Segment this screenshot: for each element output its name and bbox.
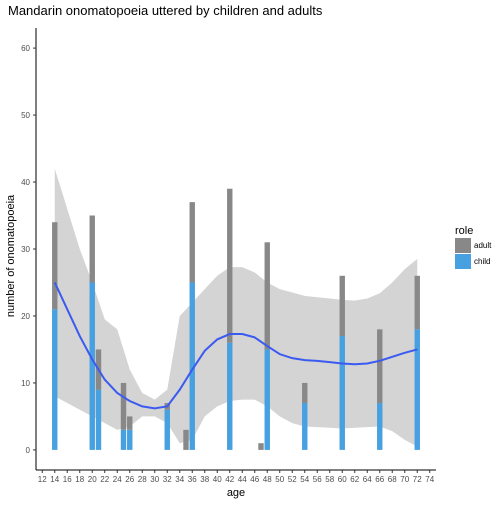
x-tick-label-52: 52 bbox=[288, 475, 297, 484]
y-tick-label-60: 60 bbox=[21, 44, 30, 53]
x-tick-label-74: 74 bbox=[425, 475, 434, 484]
x-tick-label-24: 24 bbox=[113, 475, 122, 484]
y-tick-label-40: 40 bbox=[21, 178, 30, 187]
bar-child-age-14 bbox=[52, 309, 58, 450]
bar-adult-age-60 bbox=[339, 275, 345, 337]
bar-child-age-66 bbox=[377, 403, 383, 450]
x-tick-label-56: 56 bbox=[313, 475, 322, 484]
legend-key-child bbox=[455, 254, 471, 269]
bar-child-age-60 bbox=[339, 336, 345, 450]
y-tick-label-50: 50 bbox=[21, 111, 30, 120]
bar-child-age-48 bbox=[264, 349, 270, 450]
x-tick-label-62: 62 bbox=[350, 475, 359, 484]
bar-adult-age-36 bbox=[189, 202, 195, 283]
x-tick-label-58: 58 bbox=[325, 475, 334, 484]
x-tick-label-12: 12 bbox=[38, 475, 47, 484]
x-axis-label: age bbox=[227, 487, 245, 499]
bar-adult-age-35 bbox=[183, 429, 189, 450]
x-tick-label-40: 40 bbox=[213, 475, 222, 484]
legend-title: role bbox=[455, 225, 473, 237]
bar-child-age-20 bbox=[89, 282, 95, 450]
x-tick-label-26: 26 bbox=[125, 475, 134, 484]
x-tick-label-32: 32 bbox=[163, 475, 172, 484]
bar-adult-age-42 bbox=[227, 188, 233, 343]
x-tick-label-36: 36 bbox=[188, 475, 197, 484]
x-tick-label-18: 18 bbox=[75, 475, 84, 484]
legend-label-adult: adult bbox=[474, 241, 492, 250]
y-axis-label: number of onomatopoeia bbox=[5, 194, 17, 317]
x-tick-label-22: 22 bbox=[100, 475, 109, 484]
x-tick-label-68: 68 bbox=[388, 475, 397, 484]
bar-child-age-36 bbox=[189, 282, 195, 450]
x-tick-label-42: 42 bbox=[225, 475, 234, 484]
bar-child-age-25 bbox=[120, 429, 127, 450]
bar-adult-age-66 bbox=[377, 329, 383, 404]
confidence-band bbox=[54, 168, 418, 447]
y-tick-label-10: 10 bbox=[21, 379, 30, 388]
x-tick-label-70: 70 bbox=[400, 475, 409, 484]
legend-key-adult bbox=[455, 238, 471, 253]
x-tick-label-46: 46 bbox=[250, 475, 259, 484]
legend-label-child: child bbox=[474, 257, 490, 266]
x-tick-label-16: 16 bbox=[63, 475, 72, 484]
x-tick-label-28: 28 bbox=[138, 475, 147, 484]
x-tick-label-34: 34 bbox=[175, 475, 184, 484]
bar-child-age-26 bbox=[127, 429, 133, 450]
bar-child-age-42 bbox=[227, 342, 233, 450]
x-tick-label-64: 64 bbox=[363, 475, 372, 484]
x-tick-label-60: 60 bbox=[338, 475, 347, 484]
y-tick-label-0: 0 bbox=[26, 446, 31, 455]
bar-adult-age-26 bbox=[127, 416, 133, 430]
x-tick-label-48: 48 bbox=[263, 475, 272, 484]
bar-child-age-54 bbox=[302, 403, 308, 450]
bar-adult-age-72 bbox=[414, 275, 420, 330]
bar-child-age-72 bbox=[414, 329, 420, 450]
y-tick-label-30: 30 bbox=[21, 245, 30, 254]
x-tick-label-38: 38 bbox=[200, 475, 209, 484]
bar-adult-age-54 bbox=[302, 382, 308, 404]
chart-title: Mandarin onomatopoeia uttered by childre… bbox=[8, 3, 323, 18]
bar-adult-age-48 bbox=[264, 242, 270, 350]
bar-adult-age-47 bbox=[258, 443, 264, 450]
bar-child-age-21 bbox=[95, 389, 102, 450]
x-tick-label-50: 50 bbox=[275, 475, 284, 484]
x-tick-label-72: 72 bbox=[413, 475, 422, 484]
bar-adult-age-20 bbox=[89, 215, 95, 283]
x-tick-label-30: 30 bbox=[150, 475, 159, 484]
x-tick-label-54: 54 bbox=[300, 475, 309, 484]
bar-adult-age-14 bbox=[52, 222, 58, 310]
bar-child-age-32 bbox=[164, 409, 170, 450]
y-tick-label-20: 20 bbox=[21, 312, 30, 321]
x-tick-label-20: 20 bbox=[88, 475, 97, 484]
smooth-line bbox=[53, 282, 418, 410]
x-tick-label-44: 44 bbox=[238, 475, 247, 484]
x-tick-label-66: 66 bbox=[375, 475, 384, 484]
x-tick-label-14: 14 bbox=[50, 475, 59, 484]
legend: role adult child bbox=[455, 225, 492, 269]
bar-adult-age-25 bbox=[120, 382, 127, 430]
